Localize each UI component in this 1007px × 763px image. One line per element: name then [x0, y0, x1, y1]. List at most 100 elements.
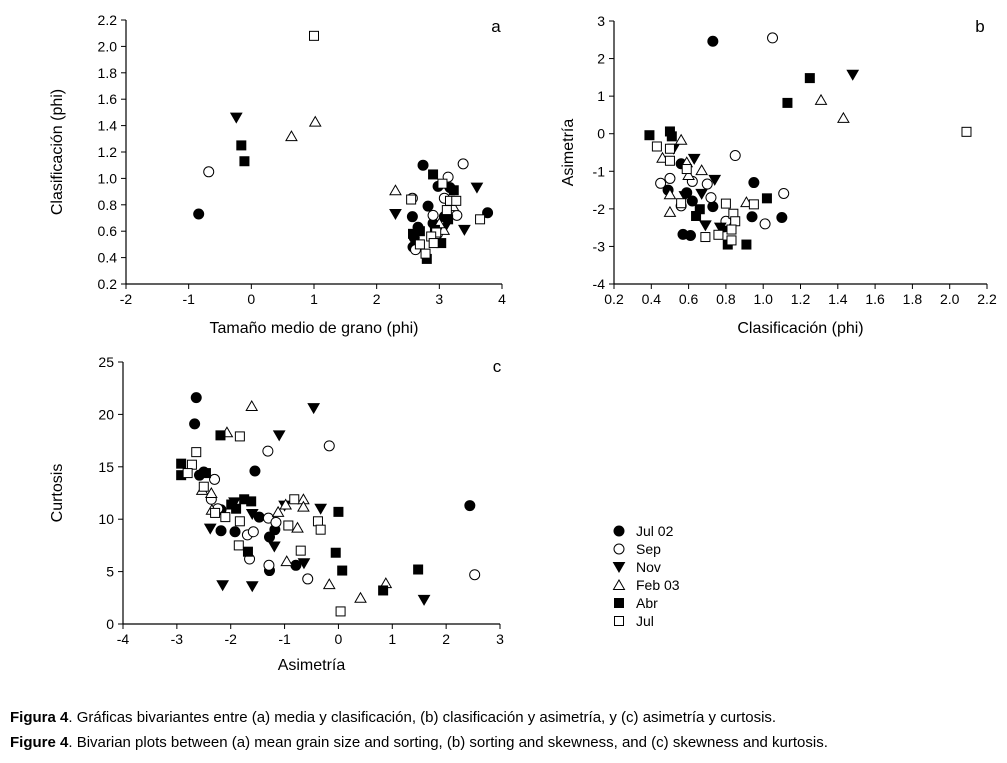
data-point — [414, 226, 425, 237]
legend-item: Nov — [612, 559, 661, 575]
data-point — [200, 468, 211, 479]
data-point — [242, 546, 253, 557]
data-point — [644, 130, 655, 141]
series-abr — [176, 430, 424, 596]
series-jul — [309, 30, 486, 259]
data-point — [428, 238, 439, 249]
data-point — [651, 141, 662, 152]
data-point — [414, 239, 425, 250]
data-point — [378, 585, 389, 596]
data-point — [406, 211, 418, 223]
x-tick-label: 2.2 — [977, 291, 997, 307]
data-point — [262, 445, 274, 457]
data-point — [337, 565, 348, 576]
x-tick-label: 1 — [310, 291, 318, 307]
data-point — [694, 204, 705, 215]
data-point — [323, 440, 335, 452]
data-point — [482, 207, 494, 219]
caption-english: Figure 4. Bivarian plots between (a) mea… — [10, 734, 828, 751]
data-point — [701, 178, 713, 190]
y-tick-label: 20 — [98, 406, 114, 422]
scatter-plot-c: -4 -3 -2 -1 0 1 2 3 0 5 10 15 20 25 Asimetría Curtosis c — [49, 354, 504, 674]
data-point — [285, 130, 298, 142]
data-point — [741, 239, 752, 250]
data-point — [236, 140, 247, 151]
data-point — [767, 32, 779, 44]
data-point — [413, 564, 424, 575]
data-point — [307, 403, 321, 415]
data-point — [389, 209, 402, 221]
data-point — [451, 209, 463, 221]
data-point — [729, 150, 741, 162]
x-tick-label: 3 — [435, 291, 443, 307]
data-point — [267, 541, 281, 553]
legend-label: Jul 02 — [636, 523, 674, 539]
data-point — [229, 112, 243, 124]
data-point — [297, 500, 310, 512]
x-tick-label: 3 — [496, 631, 504, 647]
data-point — [470, 182, 484, 194]
data-point — [249, 465, 261, 477]
scatter-plot-b: 0.2 0.4 0.6 0.8 1.0 1.2 1.4 1.6 1.8 2.0 2.2 -4 -3 -2 -… — [560, 13, 997, 337]
legend-item: Jul — [614, 613, 654, 629]
data-point — [215, 525, 227, 537]
data-point — [280, 555, 294, 567]
x-axis-title: Asimetría — [278, 657, 346, 674]
y-tick-label: 0 — [106, 616, 114, 632]
data-point — [695, 164, 709, 176]
x-axis-title: Tamaño medio de grano (phi) — [209, 320, 418, 337]
data-point — [684, 230, 696, 242]
data-point — [245, 581, 259, 593]
data-point — [730, 216, 741, 227]
data-point — [666, 131, 677, 142]
data-point — [782, 97, 793, 108]
data-point — [761, 193, 772, 204]
y-tick-label: 15 — [98, 459, 114, 475]
x-tick-label: -1 — [278, 631, 291, 647]
x-tick-label: 0.2 — [604, 291, 624, 307]
y-tick-label: 1.0 — [98, 170, 118, 186]
x-axis-title: Clasificación (phi) — [737, 320, 863, 337]
data-point — [475, 214, 486, 225]
data-point — [708, 174, 722, 186]
y-tick-label: -1 — [593, 163, 606, 179]
y-tick-label: -2 — [593, 201, 606, 217]
data-point — [678, 191, 692, 203]
data-point — [314, 503, 328, 515]
open-circle-marker — [613, 543, 625, 555]
legend-item: Abr — [614, 595, 658, 611]
data-point — [176, 458, 187, 469]
data-point — [246, 496, 257, 507]
data-point — [422, 200, 434, 212]
caption-spanish: Figura 4. Gráficas bivariantes entre (a)… — [10, 709, 776, 726]
y-axis-title: Asimetría — [560, 119, 577, 187]
y-tick-label: 0 — [597, 126, 605, 142]
y-tick-label: 0.6 — [98, 223, 118, 239]
data-point — [295, 545, 306, 556]
data-point — [748, 199, 759, 210]
legend-label: Nov — [636, 559, 661, 575]
data-point — [203, 166, 215, 178]
y-tick-label: 10 — [98, 511, 114, 527]
data-point — [270, 516, 282, 528]
data-point — [705, 192, 717, 204]
data-point — [247, 526, 259, 538]
y-tick-label: 1.8 — [98, 65, 118, 81]
data-point — [272, 430, 286, 442]
legend-label: Feb 03 — [636, 577, 680, 593]
x-tick-label: 1.8 — [903, 291, 923, 307]
x-tick-label: 4 — [498, 291, 506, 307]
y-tick-label: 0.4 — [98, 250, 118, 266]
data-point — [720, 198, 731, 209]
data-point — [417, 594, 431, 606]
data-point — [406, 194, 417, 205]
data-point — [713, 229, 724, 240]
x-tick-label: 1.2 — [791, 291, 811, 307]
data-point — [776, 211, 788, 223]
filled-square-marker — [614, 598, 624, 608]
data-point — [420, 248, 431, 259]
data-point — [699, 220, 712, 232]
legend-label: Abr — [636, 595, 658, 611]
data-point — [216, 580, 230, 592]
